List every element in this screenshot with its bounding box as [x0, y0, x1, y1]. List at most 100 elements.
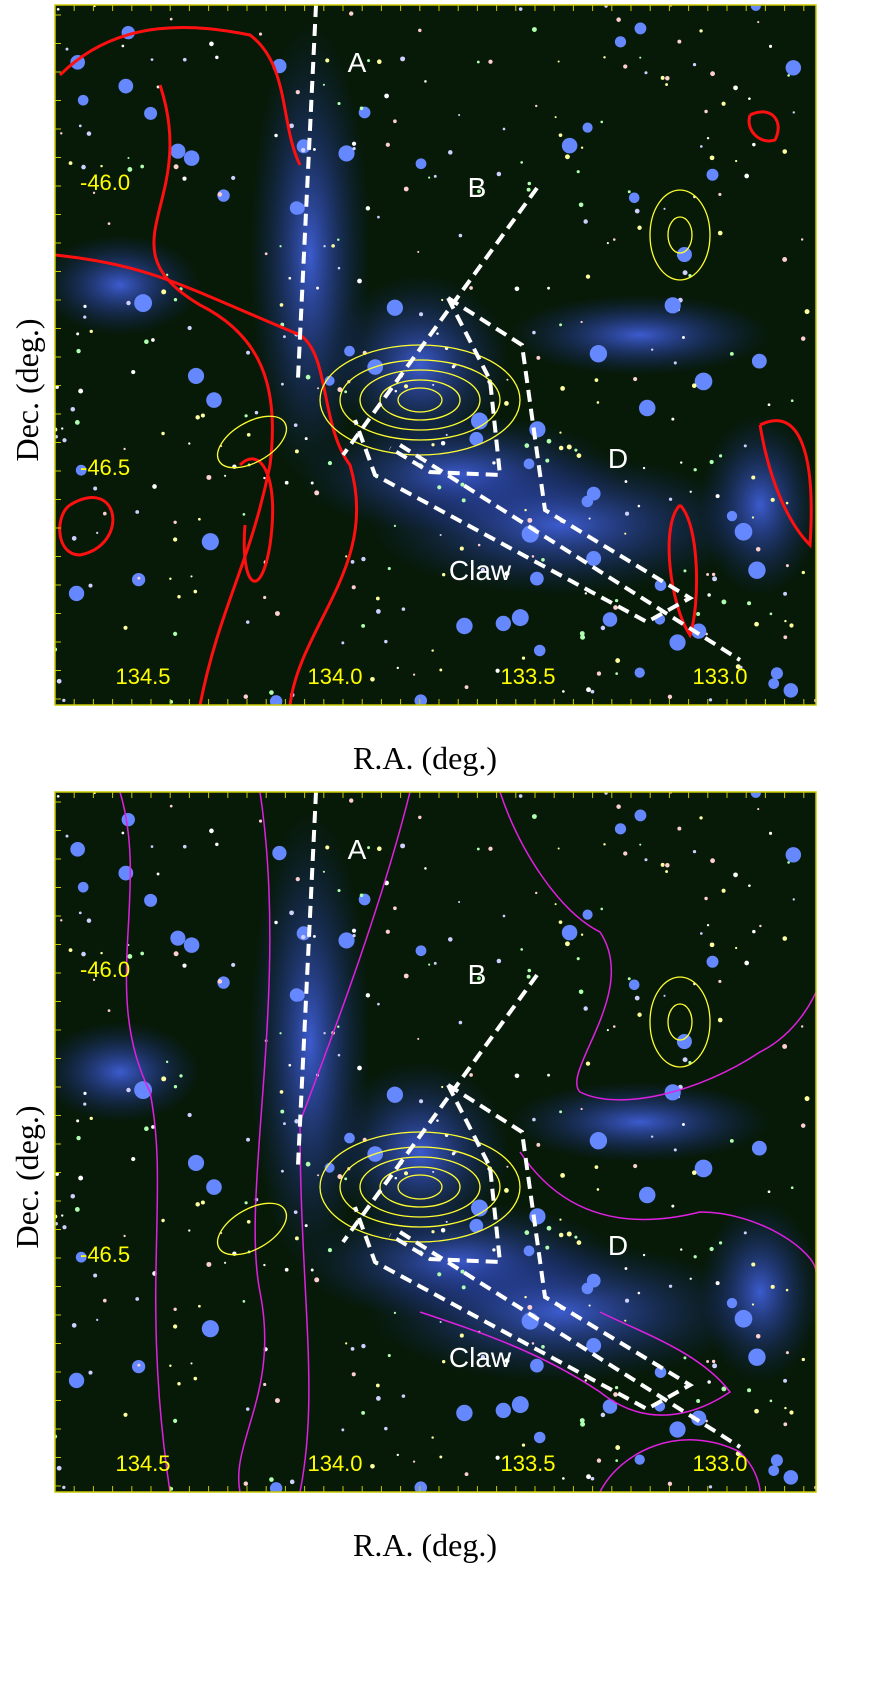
star	[530, 1358, 544, 1373]
star	[669, 634, 686, 651]
star	[488, 846, 493, 851]
star	[337, 101, 341, 106]
star	[469, 431, 484, 446]
star	[558, 1232, 564, 1238]
star	[682, 1122, 685, 1126]
star	[272, 845, 287, 861]
star	[669, 1421, 686, 1438]
star	[344, 1132, 355, 1144]
star	[754, 1408, 759, 1414]
star	[783, 1470, 799, 1485]
star	[586, 687, 591, 693]
star	[231, 175, 236, 181]
star	[706, 923, 710, 927]
star	[156, 872, 160, 876]
star	[464, 685, 469, 690]
star	[718, 454, 723, 458]
star	[384, 93, 389, 99]
star	[81, 164, 86, 170]
star	[634, 995, 640, 1001]
star	[439, 668, 443, 672]
star	[324, 375, 335, 386]
star	[677, 39, 682, 44]
star	[283, 335, 286, 339]
contour	[747, 110, 780, 143]
star	[428, 176, 431, 179]
region-line	[296, 5, 318, 379]
star	[704, 896, 708, 901]
star	[527, 181, 532, 186]
star	[682, 335, 685, 339]
star	[718, 979, 722, 984]
star	[492, 1248, 496, 1252]
star	[201, 1320, 219, 1338]
star	[603, 56, 606, 59]
star	[83, 315, 87, 319]
contour	[379, 379, 461, 421]
star	[400, 843, 406, 849]
star	[699, 29, 703, 33]
star	[671, 1204, 675, 1208]
star	[602, 612, 618, 627]
star	[190, 575, 193, 578]
star	[417, 250, 420, 253]
star	[782, 149, 788, 154]
star	[78, 388, 84, 394]
star	[634, 1454, 645, 1465]
star	[596, 401, 600, 404]
star	[600, 907, 604, 911]
star	[623, 851, 628, 856]
star	[190, 1362, 193, 1365]
star	[243, 1481, 249, 1486]
star	[337, 1174, 343, 1180]
star	[375, 596, 380, 601]
star	[680, 1248, 683, 1251]
region-label: D	[608, 443, 628, 474]
star	[393, 906, 397, 911]
star	[768, 831, 773, 835]
star	[642, 466, 646, 470]
star	[187, 1112, 192, 1118]
star	[527, 517, 533, 523]
contour	[599, 1439, 761, 1492]
star	[70, 1194, 76, 1199]
star	[566, 444, 572, 450]
star	[554, 903, 557, 906]
star	[668, 497, 673, 501]
star	[131, 1156, 136, 1162]
star	[708, 698, 713, 702]
star	[585, 1061, 591, 1066]
star	[624, 532, 627, 535]
star	[663, 207, 666, 210]
star	[83, 1102, 87, 1106]
star	[566, 1231, 572, 1237]
star	[433, 961, 437, 965]
star	[352, 933, 356, 938]
star	[545, 458, 550, 463]
star	[102, 1298, 107, 1303]
star	[123, 625, 128, 630]
star	[603, 843, 606, 846]
star	[385, 929, 390, 934]
star	[704, 109, 708, 114]
star	[193, 589, 198, 594]
star	[206, 1261, 212, 1267]
star	[691, 1170, 697, 1175]
star	[710, 71, 715, 77]
star	[246, 432, 251, 437]
star	[721, 888, 726, 893]
star	[514, 1073, 520, 1079]
star	[387, 1353, 391, 1358]
star	[524, 1230, 530, 1236]
star	[747, 1388, 752, 1393]
star	[280, 1169, 284, 1173]
x-axis-label: R.A. (deg.)	[353, 740, 497, 776]
star	[432, 383, 435, 387]
star	[574, 1235, 578, 1239]
star	[264, 252, 268, 256]
star	[708, 1485, 713, 1489]
star	[61, 427, 64, 430]
star	[173, 520, 177, 524]
star	[665, 870, 669, 873]
star	[403, 973, 409, 979]
